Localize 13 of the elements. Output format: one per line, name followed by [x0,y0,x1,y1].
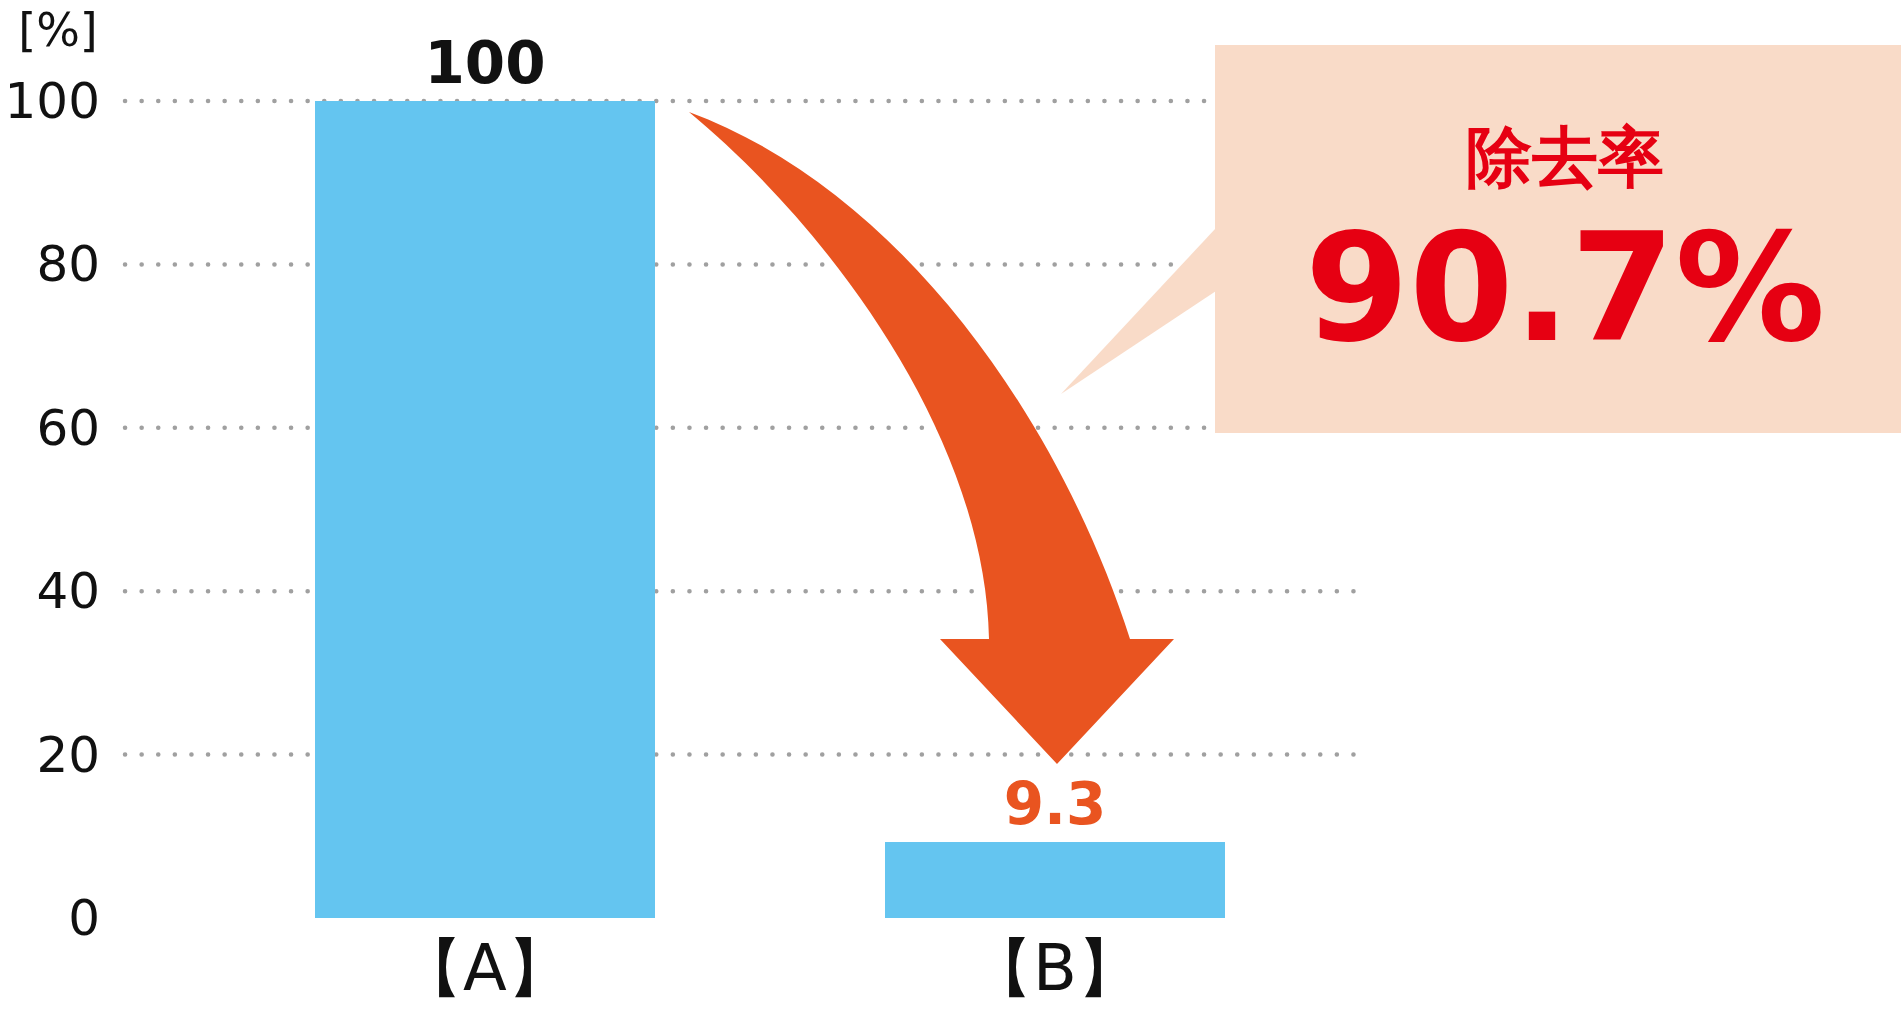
data-label: 9.3 [1003,770,1107,839]
x-tick-label: 【B】 [969,931,1141,1005]
data-label: 100 [424,29,546,97]
text: 除去率 [1466,119,1664,196]
y-tick-label: 80 [36,235,100,294]
x-tick-label: 【A】 [399,931,571,1005]
y-tick-label: 0 [68,889,100,947]
annotation: 90.7% [1304,201,1826,375]
y-tick-label: 60 [36,398,100,457]
y-tick-label: 20 [36,725,100,784]
y-tick-label: 40 [36,562,100,621]
y-axis-title: [%] [18,3,98,57]
y-tick-label: 100 [4,72,100,130]
